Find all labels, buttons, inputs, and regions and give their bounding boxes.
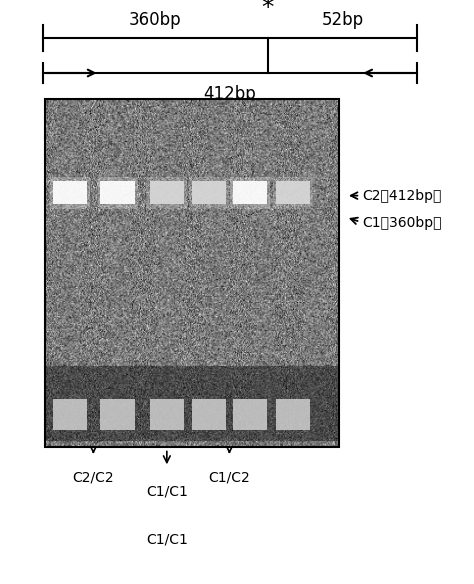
Text: 360bp: 360bp [128,11,182,29]
Bar [98,177,137,208]
Text: C1/C1: C1/C1 [146,532,188,546]
Bar [276,181,310,204]
Bar [273,177,313,208]
Text: C1/C1: C1/C1 [146,485,188,499]
Bar [100,181,135,204]
Bar [230,177,270,208]
Text: C1（360bp）: C1（360bp） [363,216,442,230]
Bar [233,399,267,430]
Bar [192,399,226,430]
Bar [189,177,229,208]
Bar [50,177,90,208]
Text: C2（412bp）: C2（412bp） [363,189,442,203]
Text: C2/C2: C2/C2 [73,470,114,484]
Bar [233,181,267,204]
Text: 52bp: 52bp [322,11,364,29]
Bar [53,181,87,204]
Bar [147,177,187,208]
Bar [150,181,184,204]
Text: *: * [262,0,274,20]
Text: C1/C2: C1/C2 [209,470,250,484]
Bar [276,399,310,430]
Bar [53,399,87,430]
Text: 412bp: 412bp [203,85,256,103]
Bar [100,399,135,430]
Bar [192,181,226,204]
Bar [150,399,184,430]
